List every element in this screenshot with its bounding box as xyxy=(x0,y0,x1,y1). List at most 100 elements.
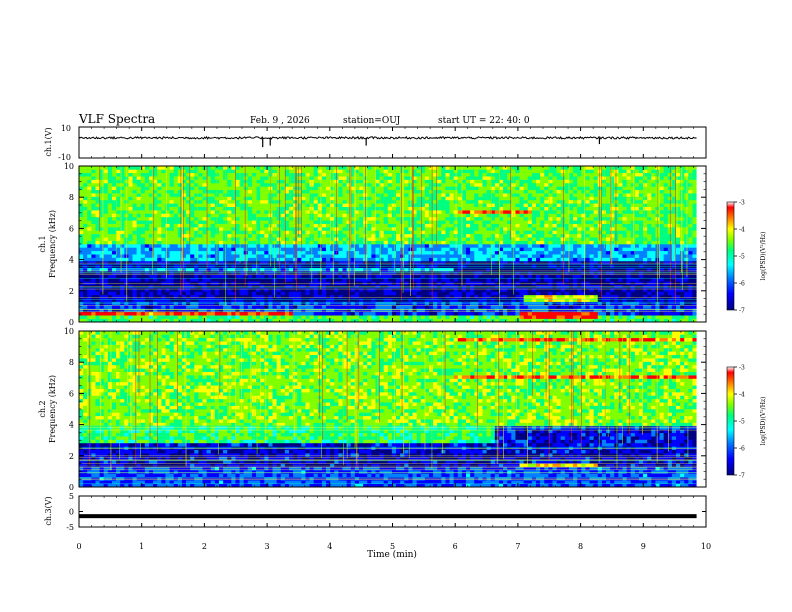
spectrogram-cell xyxy=(433,182,438,187)
spectrogram-cell xyxy=(338,311,343,316)
spectrogram-cell xyxy=(396,247,401,252)
spectrogram-cell xyxy=(317,203,323,207)
spectrogram-cell xyxy=(260,298,265,302)
spectrogram-cell xyxy=(247,247,253,252)
spectrogram-cell xyxy=(140,240,146,245)
spectrogram-cell xyxy=(153,233,158,238)
spectrogram-cell xyxy=(95,294,100,299)
spectrogram-cell xyxy=(396,206,401,211)
spectrogram-cell xyxy=(486,172,492,177)
spectrogram-cell xyxy=(140,196,146,201)
spectrogram-cell xyxy=(494,237,500,241)
spectrogram-cell xyxy=(363,318,368,323)
spectrogram-cell xyxy=(218,247,224,252)
spectrogram-cell xyxy=(404,186,409,191)
spectrogram-cell xyxy=(494,277,500,282)
spectrogram-cell xyxy=(515,227,520,231)
spectrogram-cell xyxy=(408,308,413,313)
spectrogram-cell xyxy=(449,281,454,285)
spectrogram-cell xyxy=(288,223,294,228)
spectrogram-cell xyxy=(461,311,467,316)
spectrogram-cell xyxy=(206,254,212,258)
spectrogram-cell xyxy=(243,291,249,296)
spectrogram-cell xyxy=(79,318,84,323)
spectrogram-cell xyxy=(198,216,203,221)
spectrogram-cell xyxy=(210,291,216,296)
spectrogram-cell xyxy=(132,182,137,187)
spectrogram-cell xyxy=(490,311,496,316)
spectrogram-cell xyxy=(515,169,520,174)
spectrogram-cell xyxy=(276,250,282,255)
spectrogram-cell xyxy=(354,196,360,201)
spectrogram-cell xyxy=(120,264,125,269)
spectrogram-cell xyxy=(87,250,92,255)
spectrogram-cell xyxy=(293,291,298,296)
spectrogram-cell xyxy=(243,193,249,197)
spectrogram-cell xyxy=(140,182,146,187)
spectrogram-cell xyxy=(404,267,409,272)
spectrogram-cell xyxy=(111,169,117,174)
spectrogram-cell xyxy=(140,311,146,316)
spectrogram-cell xyxy=(313,274,319,279)
spectrogram-cell xyxy=(268,305,273,309)
spectrogram-cell xyxy=(342,237,347,241)
spectrogram-cell xyxy=(276,318,282,323)
spectrogram-cell xyxy=(239,210,244,214)
spectrogram-cell xyxy=(354,223,360,228)
spectrogram-cell xyxy=(416,281,422,285)
spectrogram-cell xyxy=(284,264,290,269)
spectrogram-cell xyxy=(420,179,426,184)
spectrogram-cell xyxy=(305,298,310,302)
spectrogram-cell xyxy=(441,318,446,323)
spectrogram-cell xyxy=(194,176,199,180)
spectrogram-cell xyxy=(350,305,356,309)
spectrogram-cell xyxy=(478,166,483,170)
spectrogram-cell xyxy=(210,264,216,269)
spectrogram-cell xyxy=(519,318,524,323)
spectrogram-cell xyxy=(375,291,380,296)
spectrogram-cell xyxy=(313,210,319,214)
spectrogram-cell xyxy=(251,182,257,187)
spectrogram-cell xyxy=(79,294,84,299)
spectrogram-cell xyxy=(507,169,512,174)
spectrogram-cell xyxy=(457,247,463,252)
spectrogram-cell xyxy=(210,260,216,265)
spectrogram-cell xyxy=(457,267,463,272)
spectrogram-cell xyxy=(404,277,409,282)
spectrogram-cell xyxy=(181,298,187,302)
spectrogram-cell xyxy=(313,281,319,285)
spectrogram-cell xyxy=(87,308,92,313)
spectrogram-cell xyxy=(437,264,442,269)
spectrogram-cell xyxy=(441,305,446,309)
spectrogram-cell xyxy=(280,264,286,269)
spectrogram-cell xyxy=(251,233,257,238)
spectrogram-cell xyxy=(124,318,129,323)
spectrogram-cell xyxy=(326,318,331,323)
spectrogram-cell xyxy=(400,264,405,269)
spectrogram-cell xyxy=(103,220,109,224)
spectrogram-cell xyxy=(379,186,384,191)
spectrogram-cell xyxy=(486,247,492,252)
spectrogram-cell xyxy=(297,237,302,241)
spectrogram-cell xyxy=(326,176,331,180)
spectrogram-cell xyxy=(358,227,364,231)
spectrogram-cell xyxy=(280,274,286,279)
spectrogram-cell xyxy=(367,182,372,187)
spectrogram-cell xyxy=(371,311,376,316)
spectrogram-cell xyxy=(371,244,376,248)
spectrogram-cell xyxy=(227,257,232,262)
spectrogram-cell xyxy=(239,193,244,197)
spectrogram-cell xyxy=(511,318,516,323)
spectrogram-cell xyxy=(391,206,397,211)
spectrogram-cell xyxy=(227,206,232,211)
spectrogram-cell xyxy=(218,233,224,238)
spectrogram-cell xyxy=(396,227,401,231)
spectrogram-cell xyxy=(173,298,179,302)
spectrogram-cell xyxy=(264,206,269,211)
spectrogram-cell xyxy=(181,199,187,204)
spectrogram-cell xyxy=(177,199,183,204)
spectrogram-cell xyxy=(218,250,224,255)
spectrogram-cell xyxy=(87,267,92,272)
spectrogram-cell xyxy=(342,315,347,319)
spectrogram-cell xyxy=(256,311,261,316)
